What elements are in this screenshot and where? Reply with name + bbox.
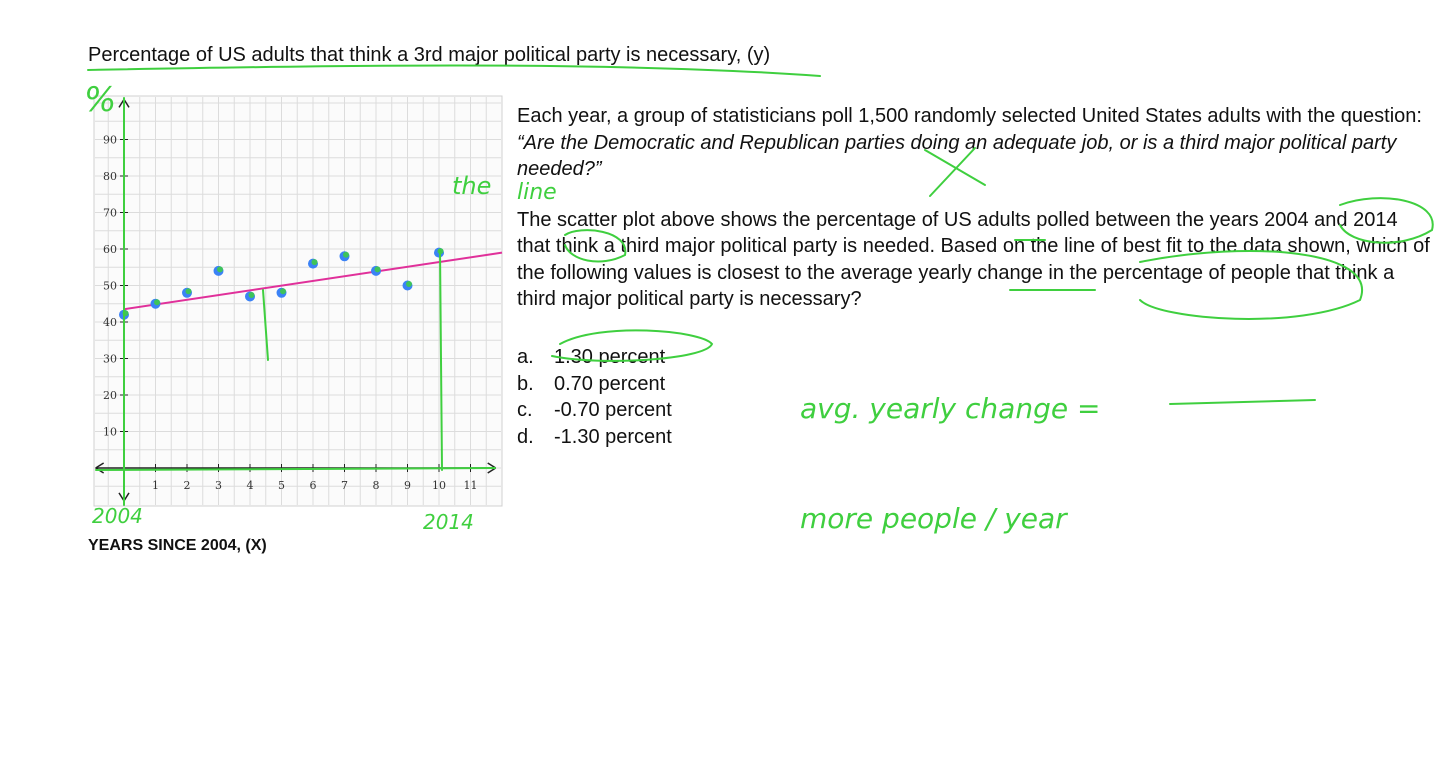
data-point-mark [437,248,444,255]
y-tick-label: 30 [103,353,117,366]
avg-change-annotation: avg. yearly change = [800,392,1101,425]
x-tick-label: 7 [341,479,348,492]
data-point-mark [374,266,381,273]
data-point-mark [311,259,318,266]
x-tick-label: 8 [373,479,380,492]
question-intro-plain: Each year, a group of statisticians poll… [517,105,1422,127]
data-point-mark [406,281,412,287]
y-tick-label: 10 [103,426,117,439]
the-line-annotation-2: line [517,180,557,205]
x-tick-label: 11 [464,479,478,492]
choice-a[interactable]: a. 1.30 percent [517,346,666,368]
x-tick-label: 5 [278,479,285,492]
x-tick-label: 9 [404,479,411,492]
end-year-annotation: 2014 [423,510,474,534]
x-tick-label: 3 [215,479,222,492]
grid [93,95,503,507]
question-quote: “Are the Democratic and Republican parti… [517,131,1397,181]
choice-d[interactable]: d. -1.30 percent [517,425,672,448]
choice-b[interactable]: b. 0.70 percent [517,372,666,395]
start-year-annotation: 2004 [92,504,143,528]
data-point-mark [343,251,349,258]
x-tick-label: 10 [432,479,446,492]
answer-choices: a. 1.30 percent b. 0.70 percent c. -0.70 pe… [517,344,672,450]
y-unit-annotation: % [84,80,117,120]
x-tick-label: 4 [247,479,254,492]
y-tick-label: 70 [103,207,117,220]
x-tick-label: 6 [310,479,317,492]
x-tick-label: 1 [152,479,159,492]
data-point-mark [248,291,255,298]
y-axis-title: Percentage of US adults that think a 3rd… [88,44,771,66]
data-point-mark [217,266,223,273]
data-point-mark [280,288,286,295]
data-point-mark [154,299,160,306]
y-tick-label: 90 [103,134,117,147]
choice-c[interactable]: c. -0.70 percent [517,399,672,421]
plot-area [93,95,503,507]
more-people-annotation: more people / year [800,502,1067,535]
y-tick-label: 40 [103,316,117,329]
y-tick-label: 80 [103,170,117,183]
question-text: Each year, a group of statisticians poll… [517,103,1435,324]
y-tick-label: 20 [103,389,117,402]
the-line-annotation-1: the [452,172,492,200]
question-body: The scatter plot above shows the percent… [517,208,1430,311]
y-tick-label: 60 [103,243,117,256]
y-tick-label: 50 [103,280,117,293]
x-axis-title: YEARS SINCE 2004, (X) [88,537,267,554]
question-intro: Each year, a group of statisticians poll… [517,103,1435,183]
data-point-mark [185,288,192,295]
x-tick-label: 2 [184,479,191,492]
data-point-mark [122,310,129,317]
